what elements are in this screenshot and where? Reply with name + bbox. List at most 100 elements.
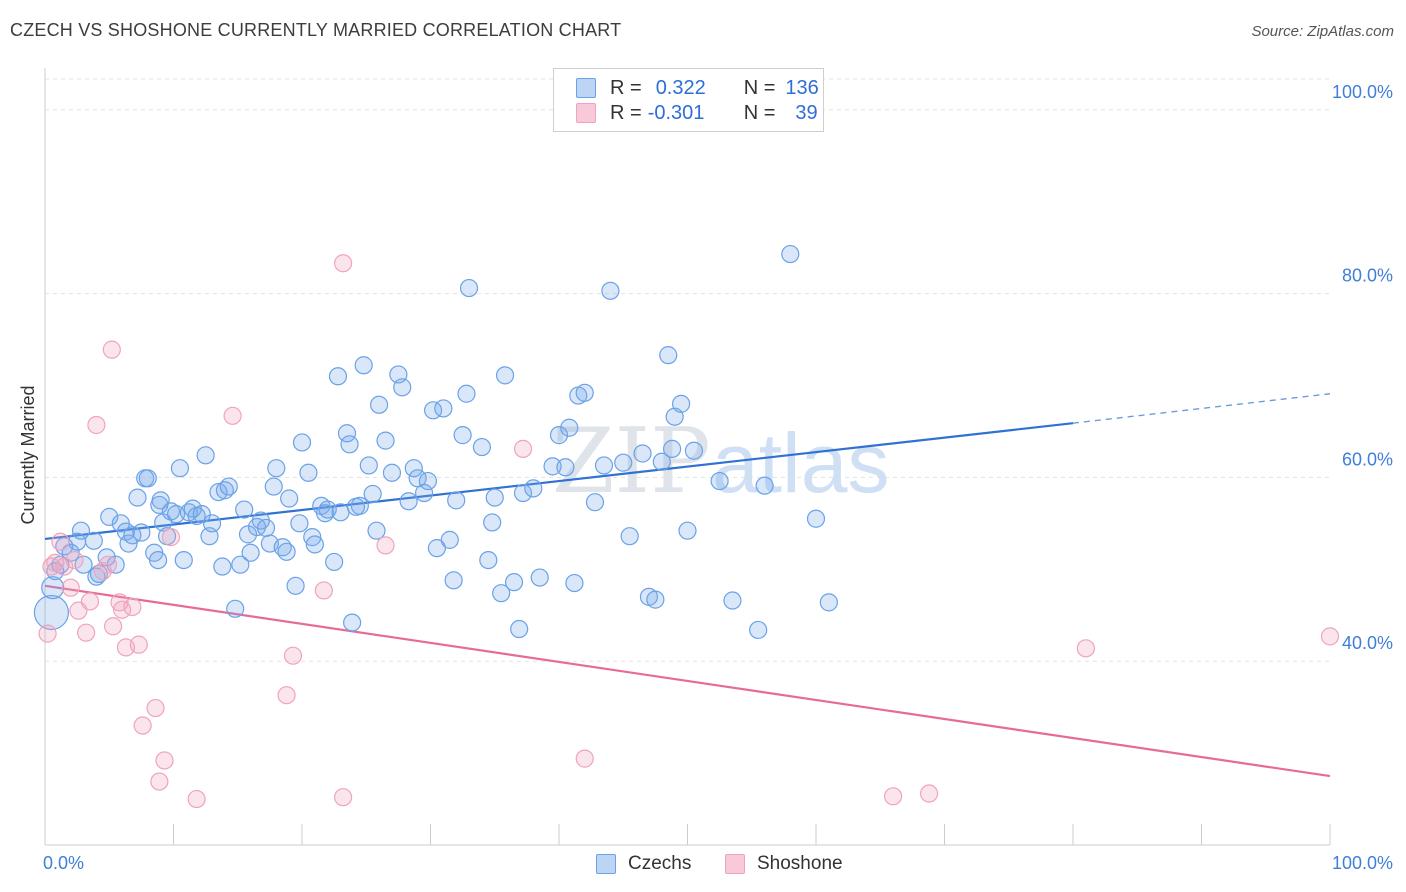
shoshone-point	[334, 788, 353, 807]
y-tick-label: 40.0%	[1342, 633, 1393, 653]
czechs-point	[359, 456, 378, 475]
czechs-point	[138, 469, 157, 488]
czechs-point	[404, 459, 423, 478]
shoshone-point	[376, 536, 395, 555]
czechs-trendline-extension	[1072, 393, 1331, 424]
czechs-point	[556, 458, 575, 477]
czechs-point	[671, 394, 691, 413]
shoshone-point	[146, 698, 165, 718]
czechs-point	[447, 491, 466, 510]
czechs-point	[483, 513, 502, 532]
czechs-point	[286, 576, 305, 595]
czechs-point	[485, 488, 504, 507]
czechs-point	[560, 418, 579, 437]
czechs-point	[684, 441, 704, 460]
czechs-point	[749, 620, 768, 640]
czechs-point	[292, 433, 312, 452]
trendlines	[44, 393, 1331, 778]
czechs-point	[382, 463, 402, 482]
czechs-point	[781, 244, 800, 264]
x-tick-label: 0.0%	[43, 853, 84, 873]
legend-shoshone-label: Shoshone	[757, 853, 843, 874]
czechs-point	[459, 278, 479, 298]
czechs-point	[343, 613, 362, 632]
r-value: 0.322	[655, 76, 706, 99]
shoshone-point	[112, 600, 132, 619]
czechs-point	[565, 573, 584, 593]
shoshone-swatch	[576, 103, 596, 123]
czechs-point	[453, 426, 472, 445]
czechs-point	[174, 550, 193, 570]
legend-row-shoshone: R = -0.301 N = 39	[576, 101, 818, 125]
czechs-point	[299, 463, 318, 482]
czechs-point	[723, 591, 742, 610]
czechs-point	[132, 523, 151, 542]
czechs-point	[620, 527, 639, 546]
czechs-point	[662, 439, 682, 458]
y-tick-label: 60.0%	[1342, 449, 1393, 469]
czechs-point	[414, 483, 434, 503]
czechs-point	[328, 367, 348, 386]
tick-labels: 40.0% 60.0% 80.0% 100.0% 0.0% 100.0%	[43, 82, 1393, 873]
x-tick-label: 100.0%	[1332, 853, 1393, 873]
czechs-point	[219, 477, 238, 496]
shoshone-point	[51, 532, 70, 551]
czechs-point	[585, 493, 605, 512]
czechs-point	[305, 535, 324, 554]
czechs-point	[267, 459, 286, 478]
czechs-point	[543, 457, 562, 476]
czechs-point	[575, 383, 594, 402]
czechs-point	[277, 542, 296, 561]
shoshone-point	[334, 254, 353, 273]
shoshone-point	[87, 415, 106, 435]
czechs-point	[337, 424, 357, 443]
czechs-point	[350, 496, 369, 515]
shoshone-point	[150, 772, 169, 791]
czechs-point	[399, 492, 418, 511]
czechs-point	[495, 366, 515, 385]
czechs-point	[33, 594, 70, 631]
stats-legend: R = 0.322 N = 136 R = -0.301 N = 39	[553, 68, 824, 132]
czechs-point	[161, 502, 181, 521]
czechs-point	[354, 356, 373, 375]
czechs-point	[614, 453, 633, 472]
czechs-point	[549, 426, 569, 445]
czechs-point	[100, 507, 119, 527]
shoshone-point	[1320, 627, 1340, 646]
czechs-point	[806, 509, 826, 528]
czechs-point	[363, 484, 382, 504]
n-label: N =	[743, 76, 776, 99]
shoshone-point	[283, 646, 303, 665]
legend-row-czechs: R = 0.322 N = 136	[576, 76, 819, 100]
shoshone-point	[104, 617, 123, 636]
shoshone-point	[277, 686, 296, 705]
czechs-point	[440, 530, 459, 549]
shoshone-point	[161, 528, 181, 547]
shoshone-point	[314, 581, 333, 600]
czechs-point	[209, 482, 228, 502]
czechs-point	[530, 568, 549, 587]
czechs-point	[241, 543, 260, 562]
czechs-point	[74, 555, 93, 574]
czechs-point	[659, 346, 678, 365]
czechs-point	[41, 576, 65, 600]
shoshone-point	[80, 592, 100, 611]
legend-item-czechs: Czechs	[596, 852, 691, 876]
shoshone-point	[919, 784, 939, 803]
czechs-point	[367, 521, 386, 540]
czechs-point	[457, 384, 476, 403]
data-points	[33, 244, 1340, 809]
watermark-atlas: atlas	[712, 416, 889, 510]
czechs-point	[819, 593, 838, 612]
czechs-point	[128, 488, 147, 507]
shoshone-point	[129, 635, 148, 654]
czechs-point	[148, 550, 168, 570]
czechs-point	[280, 489, 299, 508]
czechs-point	[370, 395, 389, 414]
czechs-point	[418, 471, 438, 491]
shoshone-point	[883, 787, 903, 806]
czechs-swatch	[596, 854, 616, 874]
czechs-point	[524, 479, 543, 498]
shoshone-point	[1076, 639, 1095, 658]
shoshone-point	[55, 557, 74, 576]
